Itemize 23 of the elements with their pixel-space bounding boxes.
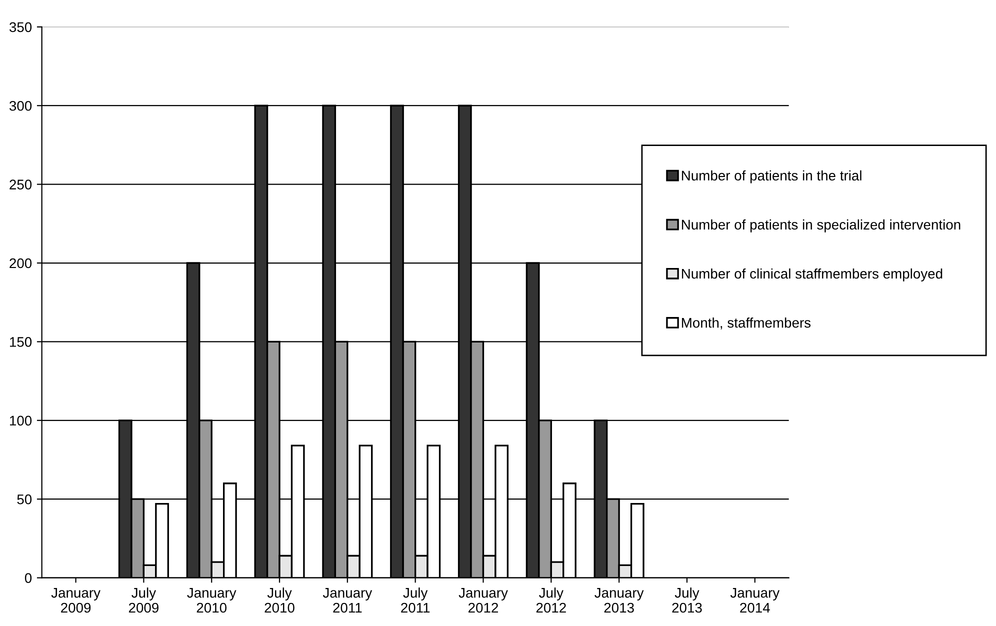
x-tick-label: January 2014: [730, 588, 780, 613]
y-tick-label: 0: [24, 573, 32, 583]
y-tick-label: 150: [10, 337, 32, 347]
y-tick-label: 50: [17, 494, 32, 504]
x-tick-label: July 2010: [264, 588, 294, 613]
legend-label: Month, staffmembers: [682, 318, 811, 330]
y-tick-label: 350: [9, 22, 32, 32]
x-tick-label: January 2011: [322, 588, 372, 613]
y-tick-label: 200: [10, 258, 32, 268]
x-tick-label: July 2011: [401, 588, 430, 613]
x-tick-label: January 2013: [594, 588, 644, 613]
x-tick-label: January 2010: [187, 588, 236, 613]
x-tick-label: July 2013: [672, 588, 702, 613]
y-tick-label: 300: [9, 100, 32, 111]
x-tick-label: January 2009: [51, 588, 100, 613]
legend-label: Number of patients in specialized intervention: [682, 219, 960, 232]
x-tick-label: January 2012: [458, 588, 508, 613]
y-tick-label: 250: [10, 180, 32, 190]
x-tick-label: July 2009: [128, 588, 158, 613]
y-tick-label: 100: [10, 416, 32, 426]
legend-label: Number of patients in the trial: [682, 170, 862, 184]
x-tick-label: July 2012: [536, 588, 566, 613]
legend-label: Number of clinical staffmembers employed: [682, 268, 942, 282]
